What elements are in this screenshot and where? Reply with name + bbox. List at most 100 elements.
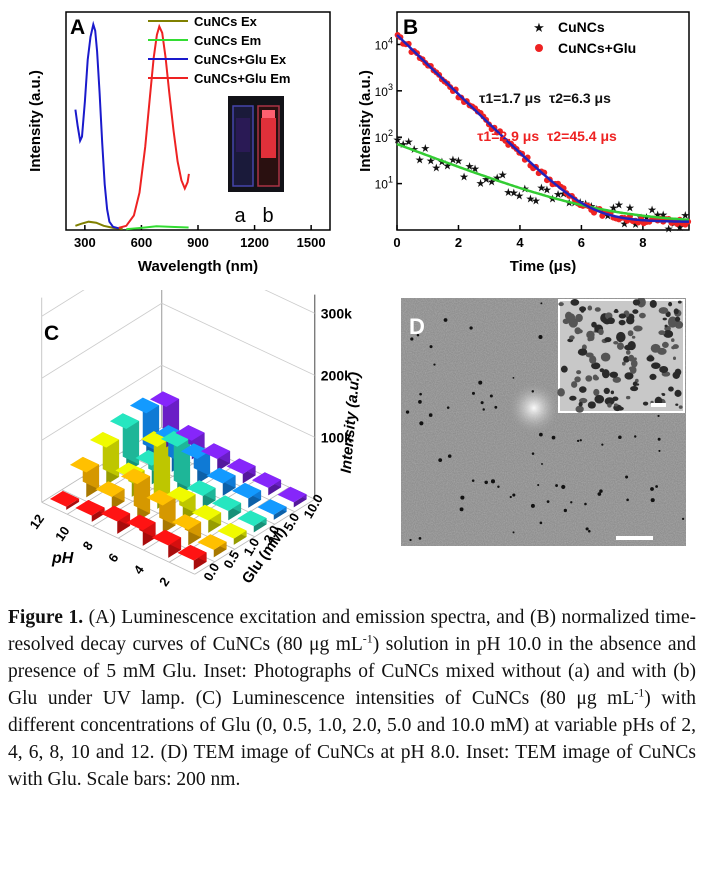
tem-inset-particle [592,374,598,381]
tem-inset-particle [594,394,605,404]
tem-inset-particle [594,307,601,312]
tem-inset-particle [639,312,646,319]
tem-particle [597,492,602,496]
b-point-cuncs: ★ [537,182,547,194]
tem-inset-particle [627,340,636,351]
c-bar [191,504,222,533]
tau1-glu: τ1=2.9 μs [477,128,539,144]
c-bar-face-top [180,443,211,460]
c-bar [120,468,151,522]
tem-particle [484,480,488,485]
b-point-cuncs: ★ [404,137,414,149]
tem-particle [576,439,580,443]
c-bar [146,489,176,534]
c-bar-face-top [226,458,256,475]
tem-inset-particle [607,403,612,408]
inset-label-a: a [234,205,246,227]
tem-inset-particle [639,301,644,305]
b-point-cuncs: ★ [603,210,613,222]
b-point-cuncs: ★ [625,203,635,215]
c-bar-face-top [191,504,222,521]
panel-d-letter: D [409,314,425,339]
panel-a-ylabel: Intensity (a.u.) [27,70,44,172]
tem-particle [460,495,465,500]
c-bar-face-top [120,468,151,485]
tem-particle [539,432,543,437]
b-point-cuncs: ★ [393,135,403,147]
c-bar-face-top [129,397,160,414]
c-bar-face-top [75,499,105,516]
tem-inset-particle [579,386,587,393]
tem-scale-bar [616,536,653,540]
c-bar [100,505,131,534]
b-point-cuncs: ★ [680,210,690,222]
tem-particle [626,498,629,502]
figure-caption: Figure 1. (A) Luminescence excitation an… [8,604,696,793]
tem-inset-particle [560,365,568,373]
tem-inset-particle [668,386,674,392]
b-point-cuncs: ★ [442,161,452,173]
a-series-line [126,225,189,231]
c-bar [160,431,191,497]
tem-inset-particle [578,401,583,407]
c-bar [226,458,256,484]
tem-inset-particle [661,393,666,396]
c-bar-face-top [160,431,191,447]
b-xtick-label: 2 [455,235,462,250]
tem-particle [438,458,443,463]
cuvette-photo-inset [228,96,284,192]
b-point-cuncs: ★ [509,187,519,199]
tem-particle [480,401,484,405]
tem-inset-particle [651,362,661,369]
b-xtick-label: 8 [639,235,646,250]
b-point-cuncs: ★ [664,223,674,235]
c-ph-tick-label: 8 [80,538,96,553]
c-ztick-label: 100k [321,429,352,445]
c-bar-face-top [277,486,307,503]
b-legend-label: CuNCs [558,19,605,35]
tem-particle [509,495,512,499]
tem-inset-particle [574,327,582,335]
tem-inset-particle [612,396,619,402]
tem-inset-particle [586,330,595,339]
tem-inset-particle [672,344,679,349]
panel-b-letter: B [403,16,418,39]
b-point-cuncs: ★ [553,189,563,201]
c-z-gridline [41,290,315,317]
b-point-cuncs: ★ [487,176,497,188]
tem-inset-particle [618,319,626,326]
tem-inset-particle [610,390,615,395]
tem-particle [433,363,436,366]
tem-inset-particle [678,321,682,325]
tem-particle [443,318,448,322]
c-bar-face-top [89,431,120,448]
tem-particle [428,413,433,417]
inset-label-b: b [262,205,273,227]
tem-particle [419,392,422,396]
b-point-cuncs: ★ [415,154,425,166]
tem-inset-particle [625,395,631,400]
tem-particle [657,414,660,418]
tem-particle [416,333,420,337]
tem-inset-particle [668,301,673,307]
panel-b-ylabel: Intensity (a.u.) [357,70,374,172]
tau2-glu: τ2=45.4 μs [547,128,617,144]
b-legend-label: CuNCs+Glu [558,40,636,56]
tem-particle [497,485,500,488]
tem-inset-particle [558,302,564,307]
tem-inset-particle [672,356,677,360]
b-legend-marker [535,44,543,52]
c-bar-face-top [197,534,227,550]
panel-b-frame [396,11,690,231]
tem-inset-particle [624,372,634,380]
c-bar-face-top [200,443,231,459]
tem-particle [551,435,556,440]
tem-particle [546,500,550,504]
panel-a-chart: A 300 600 900 1200 1500 CuNCs Ex CuNCs Em CuNC… [27,11,331,275]
c-bar-face-top [186,480,216,496]
b-point-cuncs: ★ [420,143,430,155]
tem-inset-particle [570,299,580,306]
b-fit-line [396,142,690,222]
c-bar-face-top [146,489,176,506]
c-bar [206,467,236,496]
